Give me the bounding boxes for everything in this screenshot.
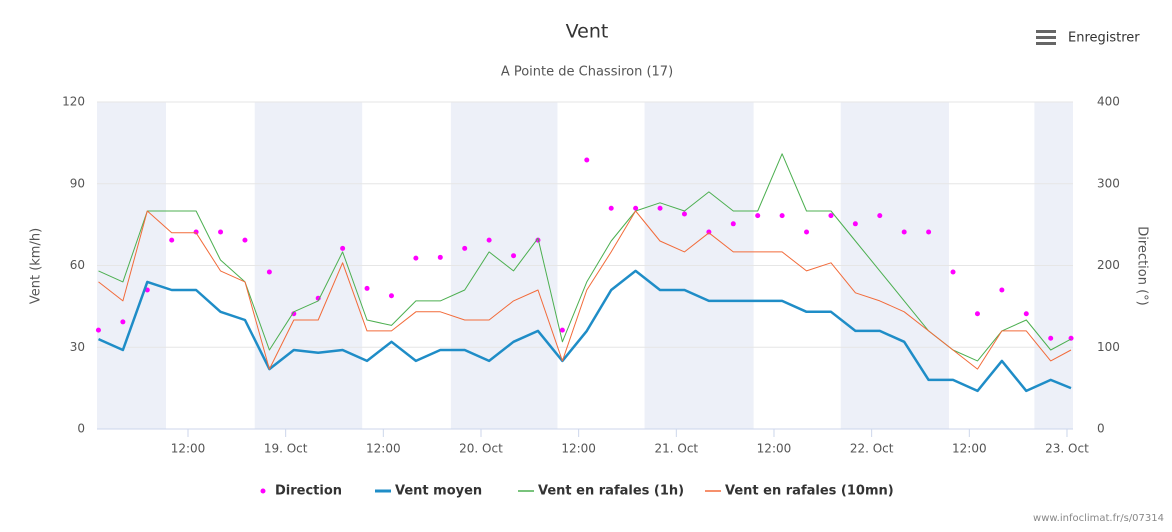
direction-point xyxy=(681,211,687,217)
x-tick-label: 20. Oct xyxy=(459,442,503,456)
direction-point xyxy=(633,205,639,211)
direction-point xyxy=(462,245,468,251)
chart-title: Vent xyxy=(566,21,609,43)
direction-point xyxy=(242,237,248,243)
y2-tick-label: 100 xyxy=(1097,340,1120,354)
legend-label: Vent en rafales (1h) xyxy=(538,484,684,499)
y2-tick-label: 400 xyxy=(1097,95,1120,109)
y-tick-label: 90 xyxy=(70,176,85,190)
legend-label: Direction xyxy=(275,484,342,499)
direction-point xyxy=(1048,335,1054,341)
direction-point xyxy=(559,327,565,333)
x-tick-label: 19. Oct xyxy=(264,442,308,456)
direction-point xyxy=(999,287,1005,293)
direction-point xyxy=(291,311,297,317)
series-line xyxy=(97,269,1072,393)
direction-point xyxy=(388,293,394,299)
legend-item: Vent moyen xyxy=(375,484,482,499)
export-button[interactable]: Enregistrer xyxy=(1036,30,1140,46)
series-line xyxy=(98,153,1072,362)
x-tick-label: 12:00 xyxy=(561,442,596,456)
direction-point xyxy=(364,285,370,291)
direction-point xyxy=(877,213,883,219)
legend-symbol xyxy=(260,488,266,494)
x-tick-label: 12:00 xyxy=(757,442,792,456)
x-tick-label: 12:00 xyxy=(171,442,206,456)
x-tick-label: 23. Oct xyxy=(1045,442,1089,456)
x-tick-label: 12:00 xyxy=(366,442,401,456)
menu-icon xyxy=(1036,30,1056,33)
x-tick-label: 12:00 xyxy=(952,442,987,456)
direction-point xyxy=(266,269,272,275)
direction-point xyxy=(218,229,224,235)
direction-point xyxy=(1023,311,1029,317)
y-tick-label: 0 xyxy=(77,422,85,436)
direction-point xyxy=(657,205,663,211)
series-line xyxy=(98,210,1072,370)
y2-tick-label: 300 xyxy=(1097,176,1120,190)
credit: www.infoclimat.fr/s/07314 xyxy=(1033,513,1164,524)
y-tick-label: 60 xyxy=(70,258,85,272)
direction-point xyxy=(486,237,492,243)
legend-label: Vent en rafales (10mn) xyxy=(725,484,894,499)
y-axis-title: Vent (km/h) xyxy=(29,228,44,304)
menu-icon xyxy=(1036,42,1056,45)
direction-point xyxy=(779,213,785,219)
direction-point xyxy=(413,255,419,261)
direction-point xyxy=(437,254,443,260)
x-tick-label: 22. Oct xyxy=(850,442,894,456)
legend-item: Direction xyxy=(260,484,342,499)
menu-icon xyxy=(1036,36,1056,39)
direction-point xyxy=(169,237,175,243)
direction-point xyxy=(120,319,126,325)
direction-point xyxy=(95,327,101,333)
button-label[interactable]: Enregistrer xyxy=(1068,31,1140,46)
legend-item: Vent en rafales (10mn) xyxy=(705,484,894,499)
direction-point xyxy=(974,311,980,317)
direction-point xyxy=(584,157,590,163)
plot-background xyxy=(97,101,1073,430)
y2-tick-label: 0 xyxy=(1097,422,1105,436)
direction-point xyxy=(511,253,517,259)
direction-point xyxy=(755,213,761,219)
direction-point xyxy=(901,229,907,235)
y-tick-label: 120 xyxy=(62,95,85,109)
chart-subtitle: A Pointe de Chassiron (17) xyxy=(501,65,673,80)
direction-point xyxy=(730,221,736,227)
y2-tick-label: 200 xyxy=(1097,258,1120,272)
direction-point xyxy=(852,221,858,227)
legend-label: Vent moyen xyxy=(395,484,482,499)
direction-point xyxy=(828,213,834,219)
x-tick-label: 21. Oct xyxy=(654,442,698,456)
y2-axis-title: Direction (°) xyxy=(1135,226,1150,306)
direction-point xyxy=(608,205,614,211)
legend-item: Vent en rafales (1h) xyxy=(518,484,684,499)
direction-point xyxy=(926,229,932,235)
y-tick-label: 30 xyxy=(70,340,85,354)
direction-point xyxy=(950,269,956,275)
direction-point xyxy=(804,229,810,235)
direction-point xyxy=(340,245,346,251)
